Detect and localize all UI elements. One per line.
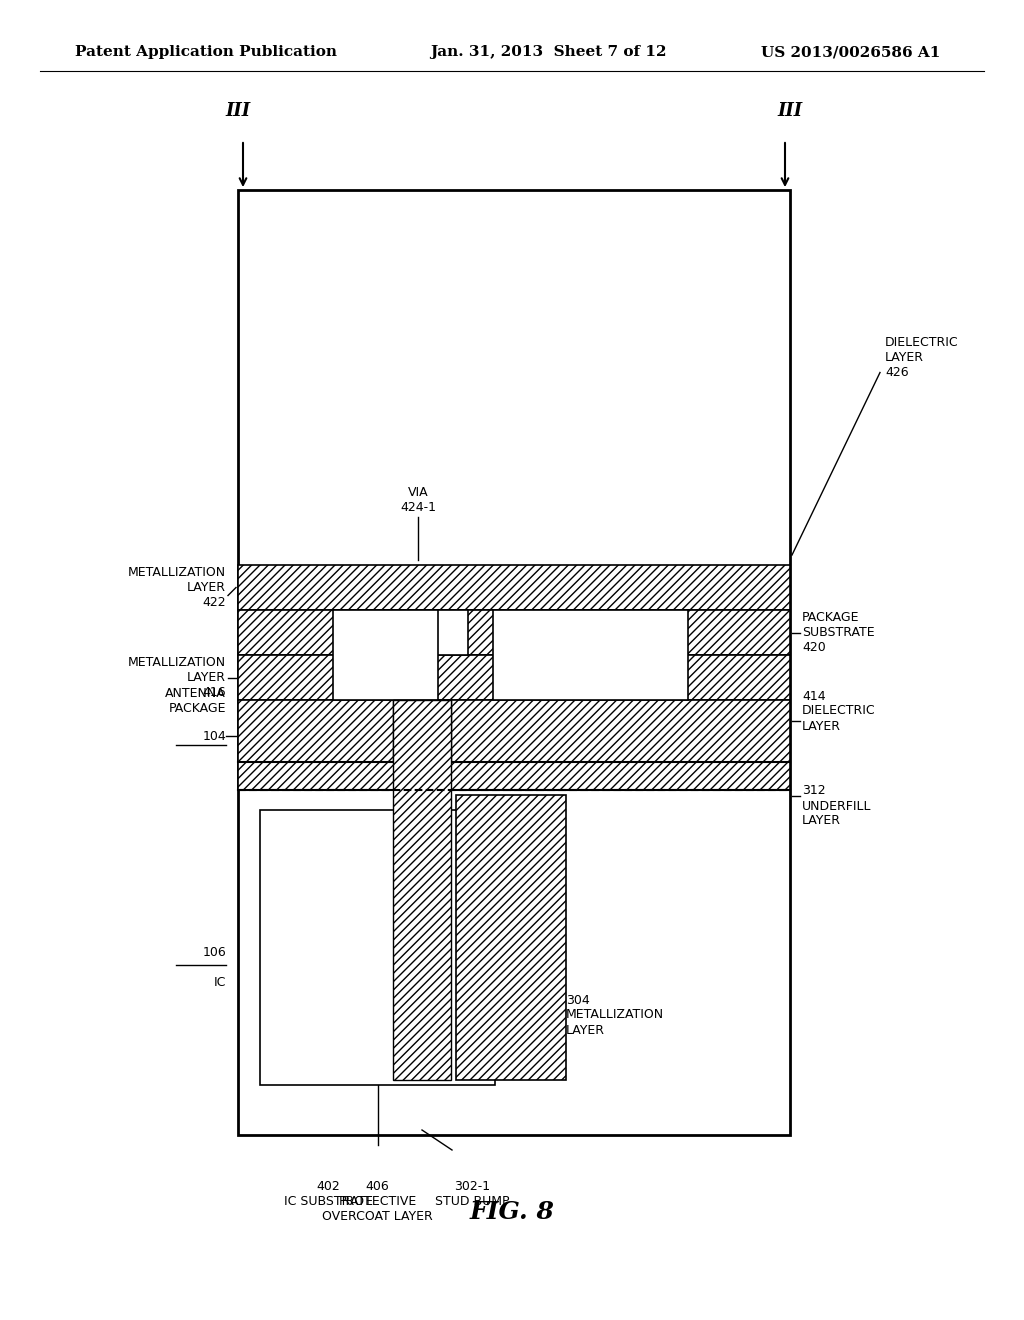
Text: VIA
424-1: VIA 424-1 [400, 486, 436, 513]
Bar [238, 700, 790, 762]
Text: METALLIZATION
LAYER
416: METALLIZATION LAYER 416 [128, 656, 226, 700]
Text: FIG. 8: FIG. 8 [470, 1200, 554, 1224]
Bar [238, 762, 790, 789]
Text: ANTENNA
PACKAGE: ANTENNA PACKAGE [165, 686, 226, 715]
Text: Patent Application Publication: Patent Application Publication [75, 45, 337, 59]
Text: PACKAGE
SUBSTRATE
420: PACKAGE SUBSTRATE 420 [802, 611, 874, 653]
Bar [260, 810, 495, 1085]
Text: 402
IC SUBSTRATE: 402 IC SUBSTRATE [284, 1180, 373, 1208]
Text: 302-1
STUD BUMP: 302-1 STUD BUMP [435, 1180, 509, 1208]
Text: 312
UNDERFILL
LAYER: 312 UNDERFILL LAYER [802, 784, 871, 828]
Text: IC: IC [214, 975, 226, 989]
Bar [393, 700, 451, 1080]
Text: 414
DIELECTRIC
LAYER: 414 DIELECTRIC LAYER [802, 689, 876, 733]
Text: III: III [777, 102, 803, 120]
Bar [393, 700, 451, 762]
Bar [333, 610, 438, 700]
Text: 106: 106 [203, 946, 226, 960]
Text: METALLIZATION
LAYER
422: METALLIZATION LAYER 422 [128, 566, 226, 609]
Text: Jan. 31, 2013  Sheet 7 of 12: Jan. 31, 2013 Sheet 7 of 12 [430, 45, 667, 59]
Bar [493, 610, 688, 700]
Bar [238, 565, 790, 610]
Text: 104: 104 [203, 730, 226, 742]
Bar [368, 610, 468, 655]
Text: US 2013/0026586 A1: US 2013/0026586 A1 [761, 45, 940, 59]
Text: DIELECTRIC
LAYER
426: DIELECTRIC LAYER 426 [885, 337, 958, 379]
Bar [456, 795, 566, 1080]
Text: 304
METALLIZATION
LAYER: 304 METALLIZATION LAYER [566, 994, 665, 1036]
Bar [238, 655, 790, 700]
Text: 406
PROTECTIVE
OVERCOAT LAYER: 406 PROTECTIVE OVERCOAT LAYER [323, 1180, 433, 1224]
Text: VIA
418-1: VIA 418-1 [370, 644, 401, 665]
Bar [238, 190, 790, 1135]
Text: III: III [225, 102, 251, 120]
Bar [238, 610, 790, 655]
Text: CONTACT LAYER
410: CONTACT LAYER 410 [545, 644, 636, 665]
